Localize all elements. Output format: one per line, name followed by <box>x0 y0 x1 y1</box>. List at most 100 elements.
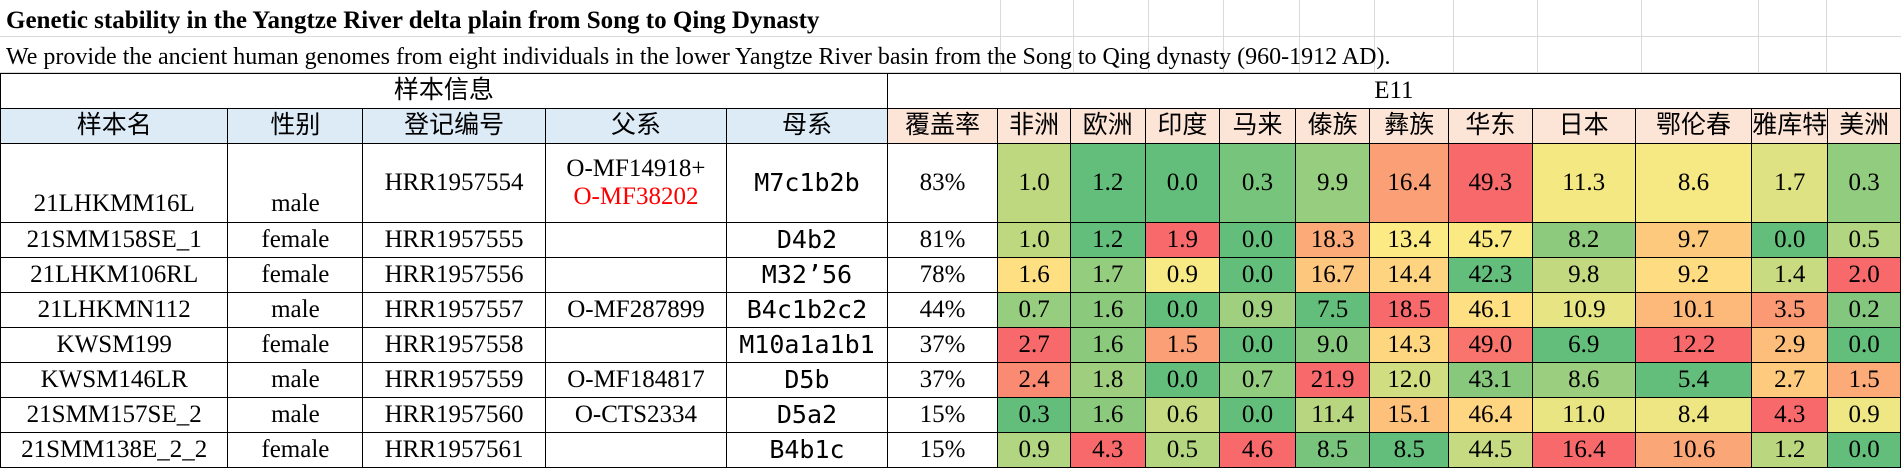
sex-cell[interactable]: male <box>227 143 364 223</box>
column-header[interactable]: 父系 <box>544 108 728 144</box>
sample-name-cell[interactable]: 21LHKMM16L <box>0 143 229 223</box>
coverage-cell[interactable]: 44% <box>886 292 999 328</box>
ancestry-value-cell[interactable]: 1.0 <box>997 222 1071 258</box>
column-header[interactable]: 母系 <box>726 108 888 144</box>
ancestry-value-cell[interactable]: 1.9 <box>1144 222 1221 258</box>
ancestry-value-cell[interactable]: 18.5 <box>1369 292 1450 328</box>
ancestry-value-cell[interactable]: 0.9 <box>1144 257 1221 293</box>
sample-name-cell[interactable]: 21SMM138E_2_2 <box>0 432 229 468</box>
column-header[interactable]: 雅库特 <box>1751 108 1829 144</box>
sample-name-cell[interactable]: 21LHKMN112 <box>0 292 229 328</box>
ancestry-value-cell[interactable]: 1.4 <box>1751 257 1829 293</box>
ancestry-value-cell[interactable]: 0.7 <box>1219 362 1296 398</box>
ancestry-value-cell[interactable]: 1.6 <box>1069 327 1146 363</box>
ancestry-value-cell[interactable]: 6.9 <box>1531 327 1636 363</box>
ancestry-value-cell[interactable]: 2.4 <box>997 362 1071 398</box>
column-header[interactable]: 覆盖率 <box>886 108 999 144</box>
ancestry-value-cell[interactable]: 1.8 <box>1069 362 1146 398</box>
accession-cell[interactable]: HRR1957555 <box>362 222 546 258</box>
sheet-subtitle[interactable]: We provide the ancient human genomes fro… <box>6 44 1391 70</box>
column-header[interactable]: 华东 <box>1448 108 1533 144</box>
column-header[interactable]: 马来 <box>1219 108 1296 144</box>
sex-cell[interactable]: male <box>227 292 364 328</box>
ancestry-value-cell[interactable]: 11.0 <box>1531 397 1636 433</box>
ancestry-value-cell[interactable]: 0.0 <box>1219 222 1296 258</box>
ancestry-value-cell[interactable]: 12.0 <box>1369 362 1450 398</box>
maternal-haplogroup-cell[interactable]: D5a2 <box>726 397 888 433</box>
ancestry-value-cell[interactable]: 0.0 <box>1219 257 1296 293</box>
ancestry-value-cell[interactable]: 0.5 <box>1144 432 1221 468</box>
ancestry-value-cell[interactable]: 1.6 <box>997 257 1071 293</box>
column-header[interactable]: 样本名 <box>0 108 229 144</box>
ancestry-value-cell[interactable]: 16.4 <box>1531 432 1636 468</box>
ancestry-value-cell[interactable]: 16.4 <box>1369 143 1450 223</box>
ancestry-value-cell[interactable]: 10.9 <box>1531 292 1636 328</box>
ancestry-value-cell[interactable]: 0.3 <box>1827 143 1901 223</box>
ancestry-value-cell[interactable]: 10.1 <box>1634 292 1753 328</box>
maternal-haplogroup-cell[interactable]: B4c1b2c2 <box>726 292 888 328</box>
ancestry-value-cell[interactable]: 1.2 <box>1069 143 1146 223</box>
ancestry-value-cell[interactable]: 42.3 <box>1448 257 1533 293</box>
ancestry-value-cell[interactable]: 18.3 <box>1294 222 1371 258</box>
ancestry-value-cell[interactable]: 2.9 <box>1751 327 1829 363</box>
accession-cell[interactable]: HRR1957559 <box>362 362 546 398</box>
column-header[interactable]: 傣族 <box>1294 108 1371 144</box>
ancestry-value-cell[interactable]: 0.0 <box>1144 292 1221 328</box>
ancestry-value-cell[interactable]: 0.0 <box>1144 362 1221 398</box>
ancestry-value-cell[interactable]: 11.4 <box>1294 397 1371 433</box>
ancestry-value-cell[interactable]: 45.7 <box>1448 222 1533 258</box>
ancestry-value-cell[interactable]: 46.1 <box>1448 292 1533 328</box>
maternal-haplogroup-cell[interactable]: D5b <box>726 362 888 398</box>
ancestry-value-cell[interactable]: 5.4 <box>1634 362 1753 398</box>
ancestry-value-cell[interactable]: 9.9 <box>1294 143 1371 223</box>
group-header-sample-info[interactable]: 样本信息 <box>0 73 888 109</box>
ancestry-value-cell[interactable]: 0.3 <box>997 397 1071 433</box>
ancestry-value-cell[interactable]: 8.5 <box>1294 432 1371 468</box>
sample-name-cell[interactable]: 21SMM157SE_2 <box>0 397 229 433</box>
ancestry-value-cell[interactable]: 0.7 <box>997 292 1071 328</box>
ancestry-value-cell[interactable]: 9.8 <box>1531 257 1636 293</box>
ancestry-value-cell[interactable]: 1.5 <box>1144 327 1221 363</box>
ancestry-value-cell[interactable]: 1.2 <box>1751 432 1829 468</box>
ancestry-value-cell[interactable]: 0.0 <box>1827 327 1901 363</box>
ancestry-value-cell[interactable]: 1.7 <box>1069 257 1146 293</box>
column-header[interactable]: 性别 <box>227 108 364 144</box>
ancestry-value-cell[interactable]: 13.4 <box>1369 222 1450 258</box>
ancestry-value-cell[interactable]: 10.6 <box>1634 432 1753 468</box>
ancestry-value-cell[interactable]: 46.4 <box>1448 397 1533 433</box>
paternal-haplogroup-cell[interactable]: O-MF287899 <box>544 292 728 328</box>
ancestry-value-cell[interactable]: 7.5 <box>1294 292 1371 328</box>
ancestry-value-cell[interactable]: 1.7 <box>1751 143 1829 223</box>
ancestry-value-cell[interactable]: 0.5 <box>1827 222 1901 258</box>
sex-cell[interactable]: male <box>227 397 364 433</box>
sample-name-cell[interactable]: 21SMM158SE_1 <box>0 222 229 258</box>
ancestry-value-cell[interactable]: 2.0 <box>1827 257 1901 293</box>
sample-name-cell[interactable]: KWSM199 <box>0 327 229 363</box>
paternal-haplogroup-cell[interactable] <box>544 327 728 363</box>
ancestry-value-cell[interactable]: 14.3 <box>1369 327 1450 363</box>
coverage-cell[interactable]: 15% <box>886 397 999 433</box>
paternal-haplogroup-cell[interactable]: O-MF14918+ O-MF38202 <box>544 143 728 223</box>
ancestry-value-cell[interactable]: 8.5 <box>1369 432 1450 468</box>
ancestry-value-cell[interactable]: 43.1 <box>1448 362 1533 398</box>
accession-cell[interactable]: HRR1957557 <box>362 292 546 328</box>
sex-cell[interactable]: female <box>227 222 364 258</box>
ancestry-value-cell[interactable]: 1.5 <box>1827 362 1901 398</box>
coverage-cell[interactable]: 81% <box>886 222 999 258</box>
sex-cell[interactable]: male <box>227 362 364 398</box>
sex-cell[interactable]: female <box>227 257 364 293</box>
coverage-cell[interactable]: 78% <box>886 257 999 293</box>
ancestry-value-cell[interactable]: 8.6 <box>1634 143 1753 223</box>
accession-cell[interactable]: HRR1957560 <box>362 397 546 433</box>
paternal-haplogroup-cell[interactable]: O-CTS2334 <box>544 397 728 433</box>
ancestry-value-cell[interactable]: 0.0 <box>1751 222 1829 258</box>
paternal-haplogroup-cell[interactable] <box>544 222 728 258</box>
ancestry-value-cell[interactable]: 0.0 <box>1827 432 1901 468</box>
ancestry-value-cell[interactable]: 15.1 <box>1369 397 1450 433</box>
sheet-title[interactable]: Genetic stability in the Yangtze River d… <box>6 7 820 34</box>
maternal-haplogroup-cell[interactable]: B4b1c <box>726 432 888 468</box>
ancestry-value-cell[interactable]: 9.7 <box>1634 222 1753 258</box>
accession-cell[interactable]: HRR1957554 <box>362 143 546 223</box>
group-header-e11[interactable]: E11 <box>886 73 1901 109</box>
column-header[interactable]: 非洲 <box>997 108 1071 144</box>
